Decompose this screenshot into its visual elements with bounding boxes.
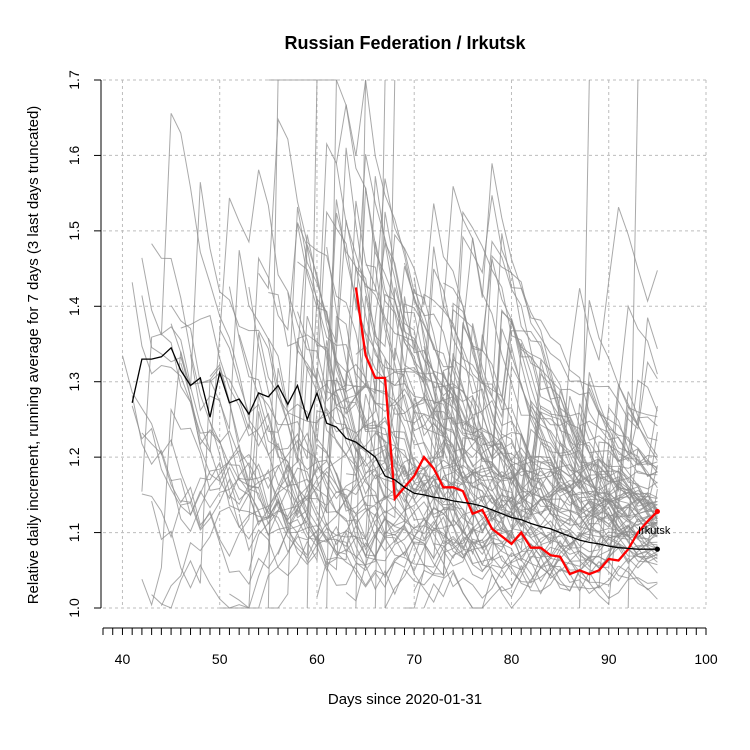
- country-end-point: [654, 546, 660, 552]
- background-series-layer: [122, 79, 658, 609]
- region-series-line: [209, 363, 658, 558]
- region-series-line: [442, 239, 658, 518]
- region-series-line: [374, 287, 658, 569]
- region-series-line: [180, 237, 658, 515]
- x-tick-label: 40: [115, 651, 131, 667]
- y-tick-label: 1.1: [66, 523, 82, 543]
- y-tick-label: 1.4: [66, 296, 82, 316]
- x-tick-label: 90: [601, 651, 617, 667]
- region-series-line: [268, 79, 658, 538]
- y-axis-label: Relative daily increment, running averag…: [25, 106, 42, 605]
- region-series-line: [268, 176, 658, 430]
- region-series-line: [277, 210, 658, 548]
- x-tick-label: 50: [212, 651, 228, 667]
- region-series-line: [141, 222, 658, 531]
- x-tick-label: 100: [694, 651, 718, 667]
- region-series-line: [326, 247, 658, 536]
- region-series-line: [258, 117, 658, 494]
- region-series-line: [433, 515, 658, 595]
- region-spike-line: [374, 79, 386, 609]
- region-series-line: [413, 408, 658, 609]
- country-series-line: [131, 346, 658, 550]
- region-spike-line: [267, 79, 279, 609]
- chart-title: Russian Federation / Irkutsk: [284, 33, 526, 53]
- region-spike-line: [326, 79, 337, 609]
- region-series-line: [131, 200, 658, 536]
- y-tick-label: 1.7: [66, 70, 82, 90]
- region-series-line: [346, 330, 658, 572]
- x-tick-label: 60: [309, 651, 325, 667]
- y-tick-label: 1.2: [66, 447, 82, 467]
- region-series-line: [219, 367, 658, 609]
- region-series-line: [297, 323, 658, 587]
- region-spike-line: [355, 79, 367, 609]
- y-tick-label: 1.0: [66, 598, 82, 618]
- region-series-line: [190, 354, 658, 561]
- region-spike-line: [579, 79, 590, 609]
- x-axis-label: Days since 2020-01-31: [328, 691, 482, 708]
- region-series-line: [316, 438, 658, 609]
- region-series-line: [151, 366, 658, 609]
- foreground-series-layer: [131, 287, 660, 576]
- region-series-line: [336, 353, 658, 520]
- region-series-line: [316, 334, 658, 598]
- region-spike-line: [384, 79, 396, 609]
- region-series-line: [141, 410, 658, 561]
- region-series-line: [277, 203, 658, 563]
- y-tick-label: 1.6: [66, 145, 82, 165]
- region-spike-line: [306, 79, 318, 609]
- region-series-line: [141, 295, 658, 565]
- region-series-line: [267, 206, 658, 528]
- irkutsk-annotation: Irkutsk: [638, 525, 671, 537]
- region-series-line: [297, 261, 658, 577]
- x-tick-label: 80: [504, 651, 520, 667]
- irkutsk-series-line: [354, 287, 659, 576]
- region-series-line: [170, 182, 658, 560]
- region-series-line: [151, 411, 658, 609]
- region-series-line: [229, 516, 658, 609]
- x-tick-label: 70: [406, 651, 422, 667]
- region-series-line: [160, 377, 658, 606]
- region-series-line: [345, 293, 658, 529]
- y-tick-label: 1.5: [66, 221, 82, 241]
- axes: 40 50 60 70 80 90 100 1.0 1.1 1.2 1.3 1.4 1.5 1.6 1.7: [66, 70, 718, 667]
- region-series-line: [316, 141, 658, 514]
- region-series-line: [355, 288, 658, 507]
- irkutsk-end-point: [654, 508, 660, 515]
- region-series-line: [131, 348, 658, 553]
- region-series-line: [423, 254, 658, 518]
- region-spike-line: [627, 79, 639, 609]
- region-series-line: [141, 113, 658, 519]
- y-tick-label: 1.3: [66, 372, 82, 392]
